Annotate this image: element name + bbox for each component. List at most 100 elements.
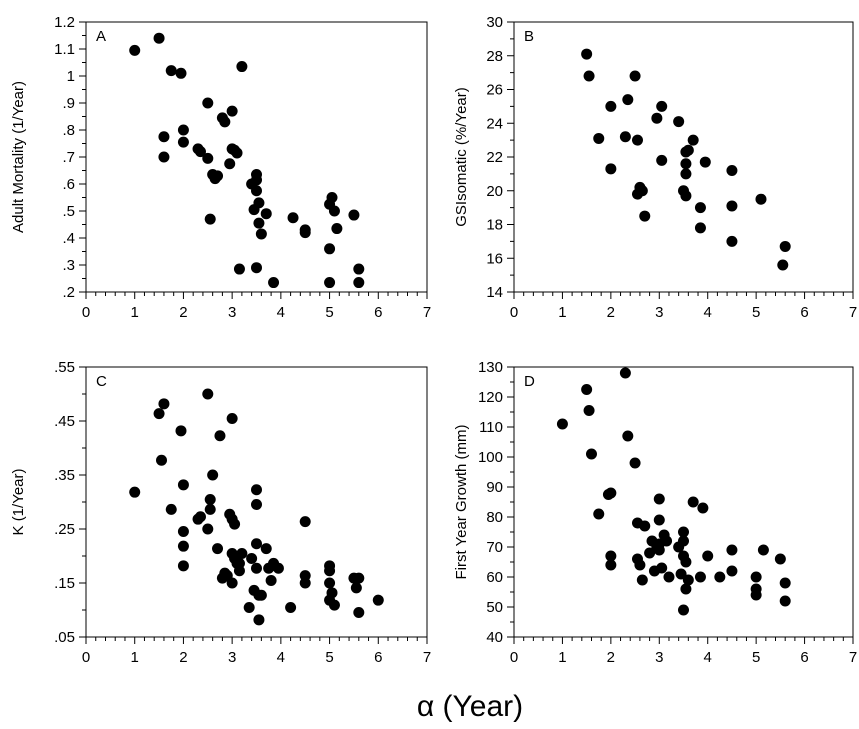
panel-a-data-point [331, 223, 343, 235]
panel-c-x-tick-label: 1 [131, 649, 139, 666]
panel-d-data-point [726, 544, 738, 556]
panel-c-data-point [246, 552, 258, 564]
panel-d-data-point [774, 553, 786, 565]
panel-c-data-point [255, 589, 267, 601]
panel-b-data-point [605, 100, 617, 112]
panel-d-data-point [653, 493, 665, 505]
panel-c-data-point [251, 562, 262, 574]
panel-b-data-point [651, 112, 663, 124]
panel-a-y-tick-label: .8 [62, 122, 75, 139]
panel-c-data-point [353, 606, 365, 618]
panel-d-y-tick-label: 60 [486, 569, 503, 586]
panel-c-y-axis-label: K (1/Year) [10, 469, 27, 536]
panel-b-x-tick-label: 1 [558, 304, 566, 321]
panel-c-x-tick-label: 2 [179, 649, 187, 666]
panel-c-data-point [177, 540, 189, 552]
panel-b-x-tick-label: 5 [752, 304, 760, 321]
panel-c-y-tick-label: .15 [54, 575, 75, 592]
panel-a-y-tick-label: 1.2 [54, 14, 75, 31]
panel-d-data-point [639, 520, 651, 532]
panel-c-data-point [253, 614, 265, 626]
panel-c-data-point [202, 523, 214, 535]
panel-c-y-tick-label: .25 [54, 521, 75, 538]
panel-c-x-tick-label: 5 [325, 649, 333, 666]
panel-c-data-point [324, 577, 336, 589]
panel-b-data-point [726, 165, 738, 176]
panel-c-data-point [272, 562, 284, 574]
panel-b-data-point [779, 240, 791, 252]
panel-c-data-point [353, 572, 365, 584]
panel-c-data-point [202, 388, 214, 400]
panel-c-x-tick-label: 0 [82, 649, 90, 666]
panel-b-data-point [777, 259, 789, 271]
panel-c-data-point [204, 503, 216, 515]
panel-a-data-point [202, 152, 214, 164]
panel-a-x-tick-label: 3 [228, 304, 236, 321]
panel-a-data-point [177, 136, 189, 148]
panel-a-data-point [236, 61, 248, 73]
panel-b-y-tick-label: 30 [486, 14, 503, 31]
panel-c-x-tick-label: 6 [374, 649, 382, 666]
panel-b-y-tick-label: 24 [486, 115, 503, 132]
panel-a-data-point [231, 147, 243, 159]
panel-a-letter: A [96, 28, 106, 45]
panel-a-data-point [251, 185, 262, 197]
panel-a-data-point [158, 131, 170, 143]
panel-d-data-point [622, 430, 634, 442]
panel-d-y-tick-label: 110 [479, 419, 503, 436]
panel-d-x-tick-label: 5 [752, 649, 760, 666]
panel-b-y-tick-label: 14 [486, 284, 503, 301]
panel-b-frame [513, 21, 854, 293]
panel-a-data-point [233, 263, 245, 275]
panel-b-data-point [656, 100, 668, 112]
panel-d-x-tick-label: 2 [607, 649, 615, 666]
panel-b-data-point [636, 185, 648, 197]
panel-d-letter: D [524, 373, 535, 390]
panel-d-data-point [697, 502, 709, 514]
panel-d: D 0 1 2 3 4 5 6 7 40 50 60 70 80 90 100 110 120 130 First Y… [453, 359, 857, 666]
panel-b-data-point [694, 202, 706, 214]
panel-d-data-point [556, 418, 568, 430]
panel-a-data-point [251, 174, 262, 186]
panel-c-data-point [226, 413, 238, 425]
panel-d-data-point [634, 559, 646, 571]
panel-a-data-point [268, 277, 280, 289]
panel-d-data-point [678, 604, 689, 616]
panel-b-data-point [583, 70, 595, 82]
panel-b-data-point [680, 190, 692, 202]
panel-a-x-tick-label: 1 [131, 304, 139, 321]
panel-a-data-point [219, 116, 231, 128]
panel-b-y-tick-label: 28 [486, 48, 503, 65]
panels: A 0 1 2 3 4 5 6 7 .2 .3 .4 .5 .6 .7 .8 .9 1 1.1 1.2 Adult Mo… [10, 14, 857, 666]
panel-d-y-tick-label: 70 [486, 539, 503, 556]
panel-c-data-point [243, 602, 255, 614]
panel-b-data-point [581, 48, 593, 60]
panel-c-letter: C [96, 373, 107, 390]
panel-b-data-point [631, 134, 643, 146]
panel-d-data-point [757, 544, 769, 556]
panel-c-data-point [212, 543, 224, 555]
panel-d-data-point [726, 565, 738, 577]
panel-d-data-point [593, 508, 605, 520]
panel-b-data-point [680, 158, 692, 170]
panel-d-y-axis-label: First Year Growth (mm) [453, 424, 470, 579]
panel-d-y-tick-label: 50 [486, 599, 503, 616]
panel-b-data-point [694, 222, 706, 234]
panel-c-data-point [350, 582, 362, 594]
panel-a-data-point [348, 209, 360, 221]
panel-d-data-point [682, 574, 694, 586]
panel-c-data-point [165, 503, 177, 515]
panel-c-data-point [175, 425, 187, 437]
panel-d-data-point [619, 367, 631, 379]
panel-b-data-point [699, 156, 711, 168]
panel-a-data-point [253, 217, 265, 229]
panel-d-data-point [581, 384, 593, 395]
panel-a-data-point [158, 151, 170, 163]
panel-d-data-point [661, 535, 673, 547]
panel-c-data-point [251, 538, 262, 550]
panel-c-data-point [153, 408, 165, 420]
panel-d-data-point [663, 571, 675, 583]
panel-d-data-point [779, 595, 791, 607]
panel-b-x-tick-label: 2 [607, 304, 615, 321]
